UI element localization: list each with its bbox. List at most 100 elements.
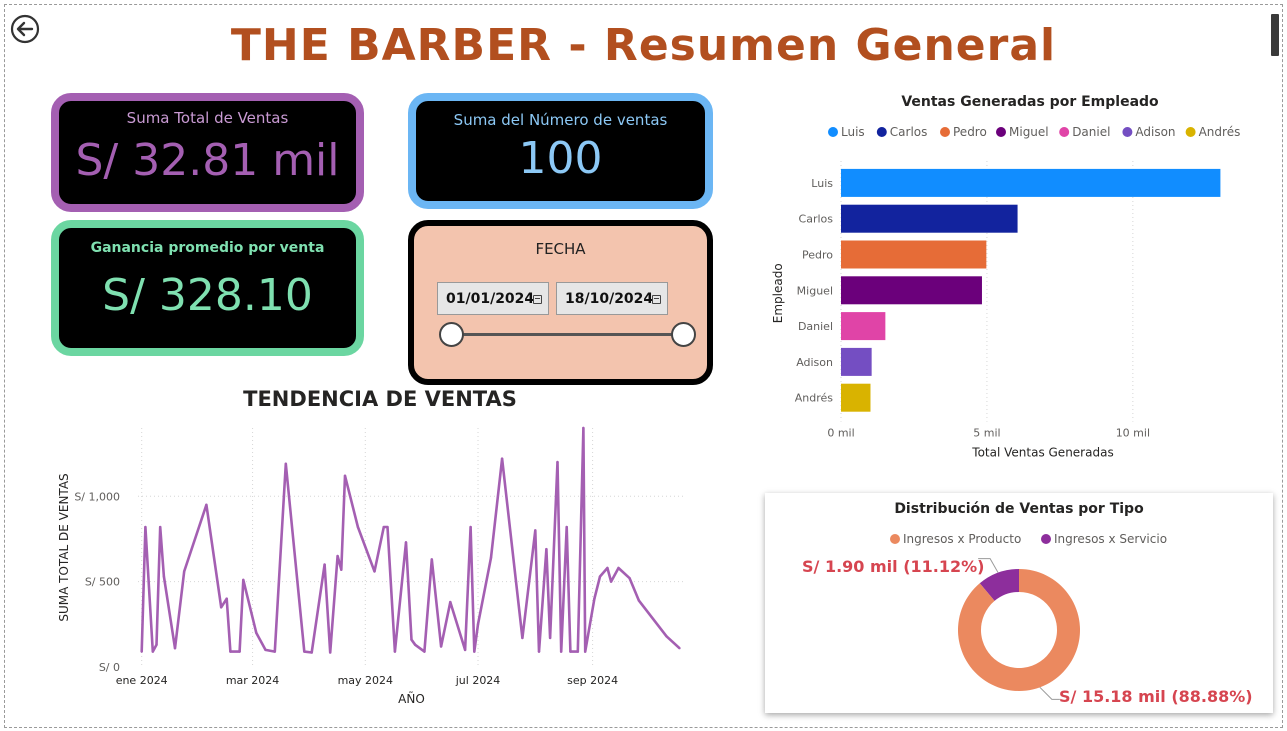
trend-point[interactable] [140,650,143,653]
trend-point[interactable] [151,650,154,653]
trend-point[interactable] [219,606,223,609]
trend-point[interactable] [628,577,631,580]
trend-point[interactable] [576,650,580,653]
trend-point[interactable] [565,525,568,529]
trend-point[interactable] [545,548,548,551]
trend-point[interactable] [521,636,524,640]
trend-point[interactable] [386,525,389,529]
trend-point[interactable] [678,647,681,650]
date-slider-end-handle[interactable] [671,322,696,347]
trend-point[interactable] [423,650,426,653]
trend-point[interactable] [182,570,186,573]
bar-adison[interactable] [841,347,872,376]
trend-point[interactable] [410,638,413,641]
vertical-scrollbar[interactable] [1271,14,1279,56]
trend-point[interactable] [273,650,276,653]
trend-point[interactable] [323,563,326,566]
trend-point[interactable] [476,623,480,626]
bar-pedro[interactable] [841,240,987,269]
trend-point[interactable] [404,541,408,544]
trend-point[interactable] [229,650,232,653]
trend-point[interactable] [340,568,343,571]
legend-marker[interactable] [996,127,1006,137]
legend-marker[interactable] [1059,127,1070,137]
trend-point[interactable] [473,650,476,653]
trend-point[interactable] [328,651,332,654]
bar-andrés[interactable] [841,383,871,412]
legend-marker[interactable] [876,127,887,137]
calendar-icon[interactable] [652,295,661,304]
legend-label[interactable]: Ingresos x Servicio [1054,532,1167,546]
trend-point[interactable] [598,575,602,578]
trend-point[interactable] [356,525,360,529]
trend-point[interactable] [439,645,443,648]
trend-point[interactable] [162,575,166,578]
trend-point[interactable] [242,578,245,582]
start-date-input[interactable]: 01/01/2024 [437,282,549,315]
trend-point[interactable] [637,599,641,602]
trend-point[interactable] [373,570,376,573]
trend-point[interactable] [617,566,620,570]
trend-point[interactable] [382,525,385,529]
legend-marker[interactable] [1185,127,1196,137]
legend-marker[interactable] [940,127,950,137]
calendar-icon[interactable] [533,295,542,304]
trend-point[interactable] [556,460,559,464]
trend-point[interactable] [238,650,241,653]
trend-point[interactable] [449,600,452,604]
end-date-input[interactable]: 18/10/2024 [556,282,668,315]
legend-label[interactable]: Carlos [890,125,928,139]
trend-point[interactable] [584,650,587,653]
trend-point[interactable] [569,650,572,653]
legend-marker[interactable] [1041,534,1051,544]
bar-miguel[interactable] [841,276,982,305]
donut-slice-producto[interactable] [958,569,1080,691]
trend-point[interactable] [173,647,177,650]
date-slider-start-handle[interactable] [439,322,464,347]
trend-point[interactable] [463,648,467,652]
trend-point[interactable] [205,503,208,507]
trend-point[interactable] [155,643,158,647]
trend-point[interactable] [430,558,434,561]
legend-label[interactable]: Miguel [1009,125,1049,139]
trend-point[interactable] [593,597,596,600]
trend-series-line[interactable] [140,426,681,654]
trend-point[interactable] [310,651,313,654]
bar-daniel[interactable] [841,312,886,341]
trend-point[interactable] [343,474,347,477]
date-slider-track[interactable] [454,333,684,336]
trend-point[interactable] [158,525,162,529]
legend-label[interactable]: Pedro [953,125,987,139]
legend-label[interactable]: Luis [841,125,865,139]
trend-point[interactable] [284,462,288,466]
trend-point[interactable] [606,566,609,570]
trend-point[interactable] [489,556,493,559]
trend-point[interactable] [559,650,563,653]
trend-point[interactable] [537,650,541,653]
legend-label[interactable]: Andrés [1199,125,1241,139]
trend-point[interactable] [225,597,228,600]
trend-point[interactable] [665,635,668,638]
trend-point[interactable] [609,580,613,583]
trend-point[interactable] [413,643,417,647]
legend-label[interactable]: Ingresos x Producto [903,532,1021,546]
bar-luis[interactable] [841,168,1221,197]
trend-point[interactable] [582,426,585,430]
back-arrow-icon[interactable] [10,14,40,44]
trend-point[interactable] [469,525,472,529]
trend-point[interactable] [534,529,537,532]
trend-point[interactable] [264,648,267,652]
legend-marker[interactable] [890,534,900,544]
trend-point[interactable] [548,636,552,640]
legend-label[interactable]: Daniel [1072,125,1110,139]
bar-carlos[interactable] [841,204,1018,233]
legend-marker[interactable] [828,127,838,137]
trend-point[interactable] [500,457,504,460]
donut-slice-servicio[interactable] [979,569,1019,601]
trend-point[interactable] [303,650,306,653]
legend-marker[interactable] [1122,127,1133,137]
trend-point[interactable] [144,525,147,529]
trend-point[interactable] [255,631,258,635]
trend-point[interactable] [336,554,339,558]
trend-point[interactable] [393,650,397,653]
